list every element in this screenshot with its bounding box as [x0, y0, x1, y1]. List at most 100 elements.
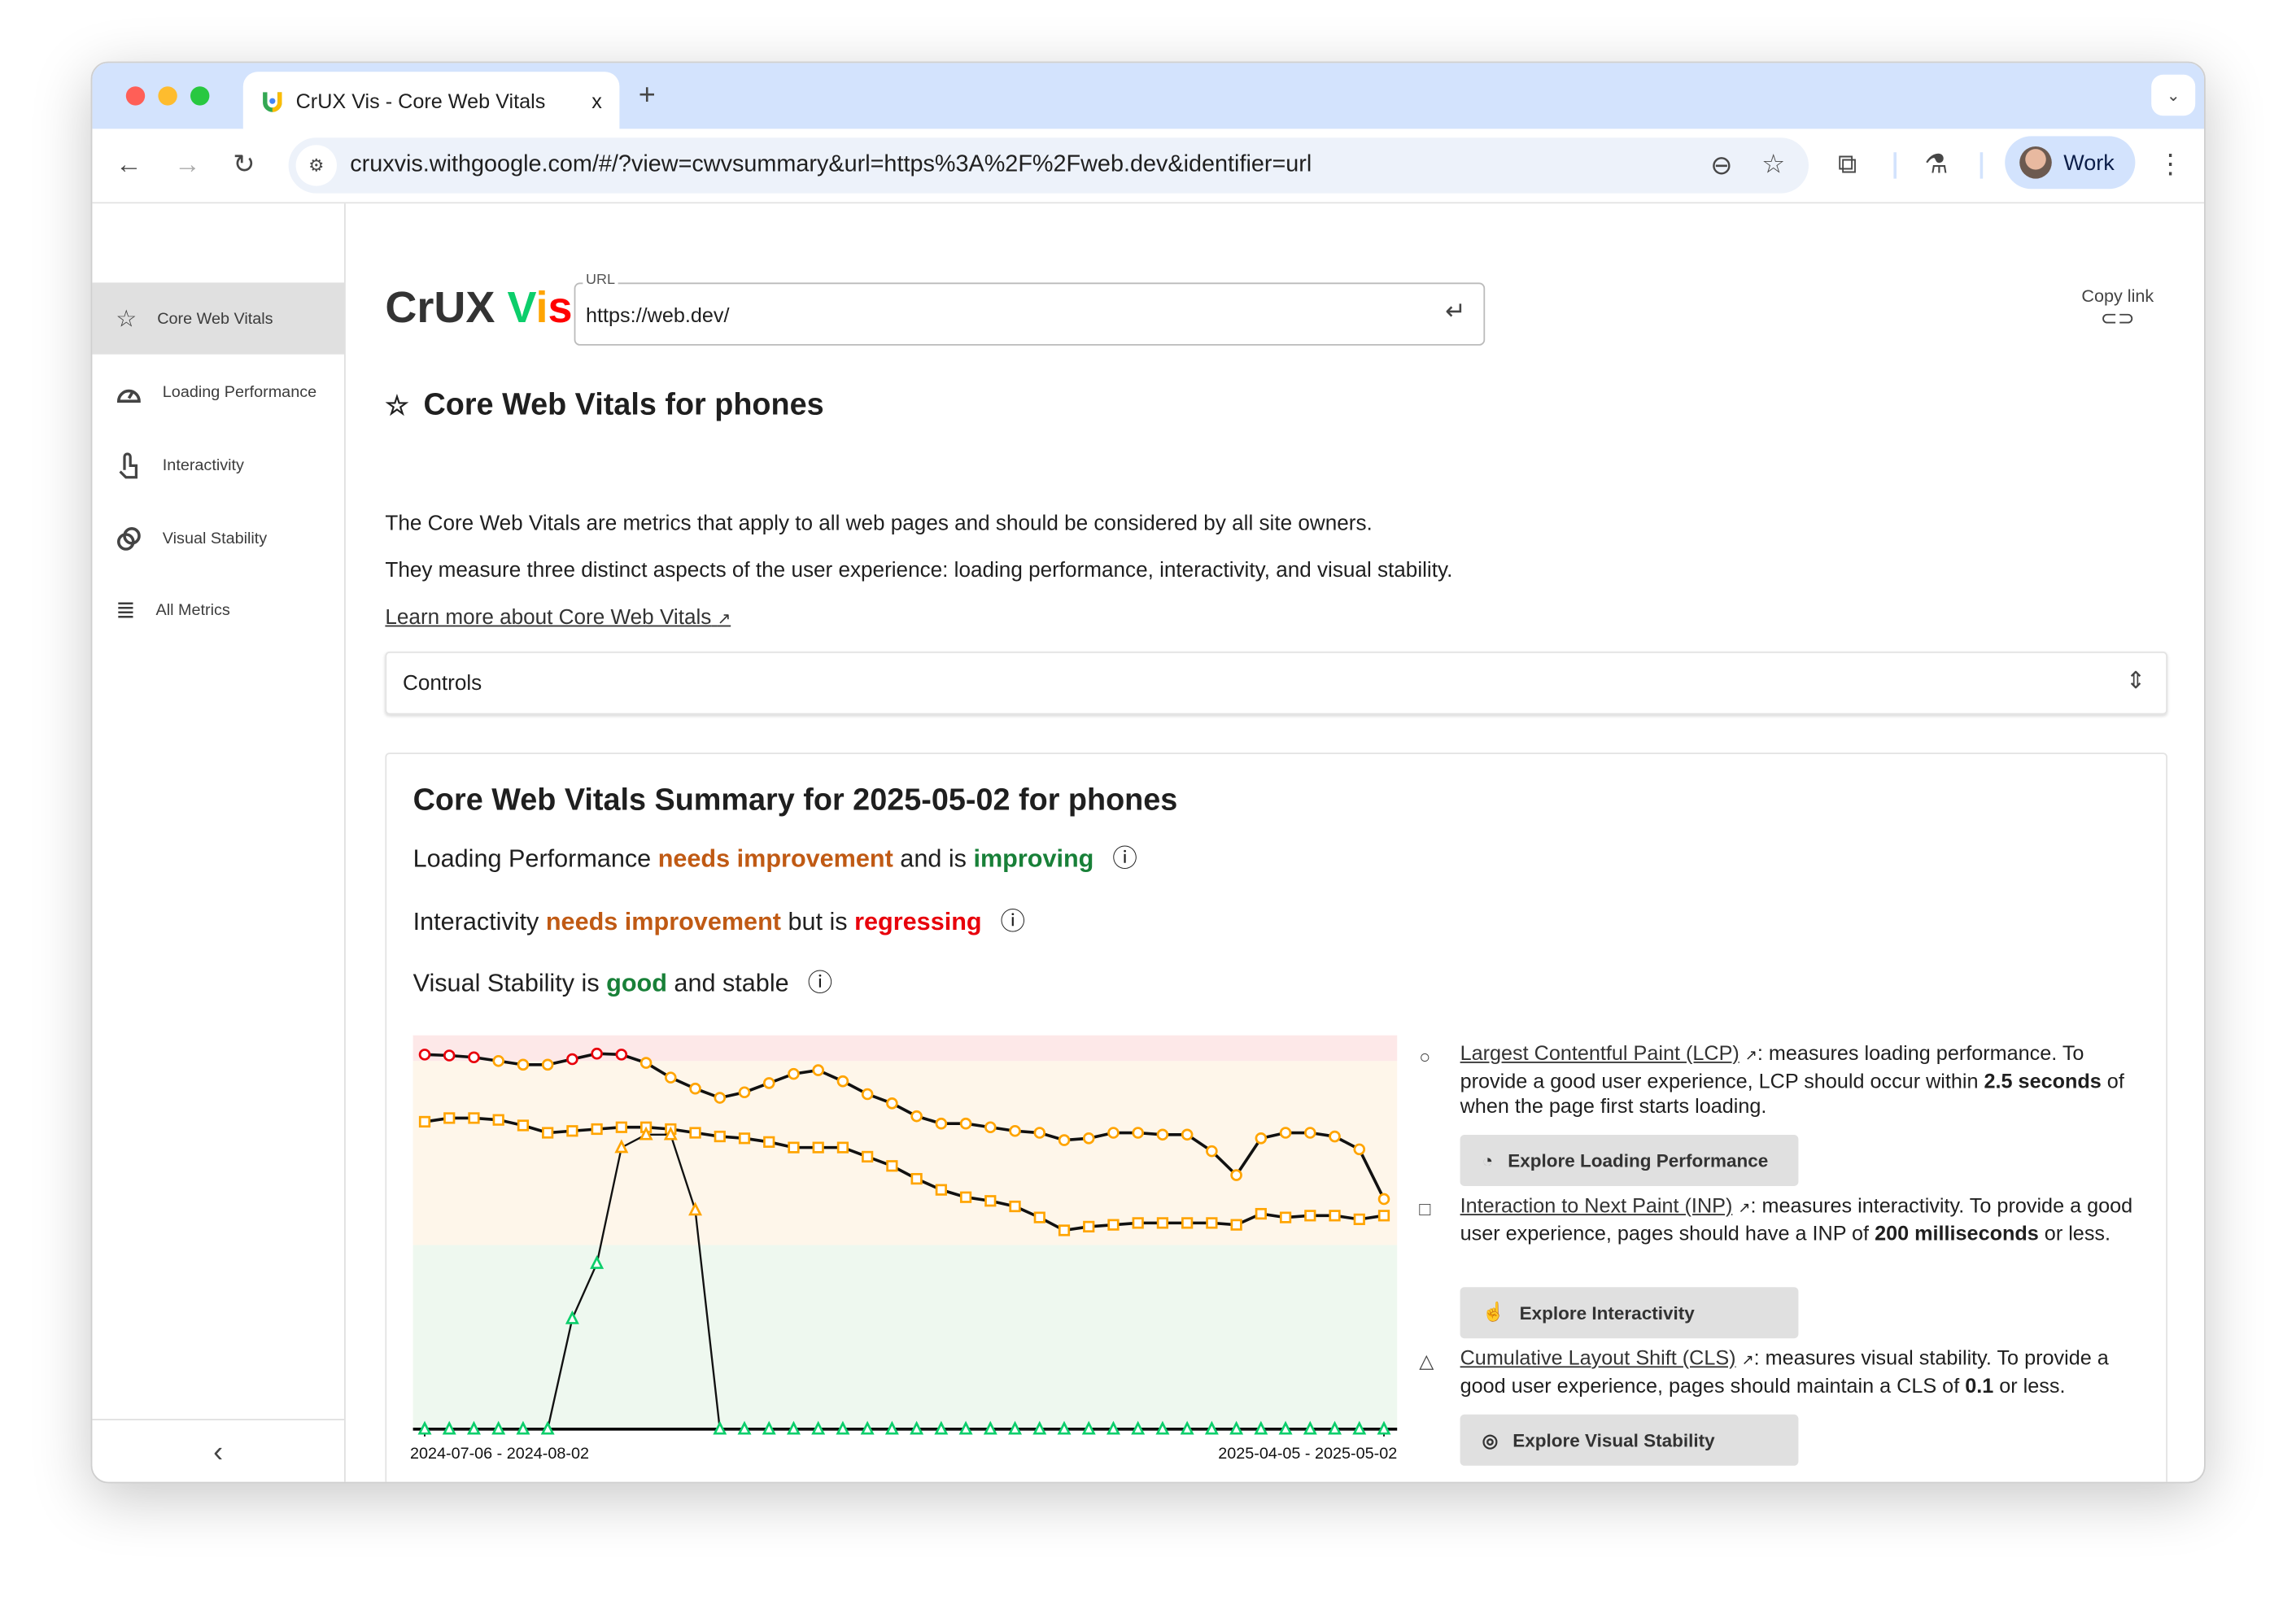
sidebar-item-loading-performance[interactable]: Loading Performance — [92, 355, 344, 427]
cls-point — [1032, 1420, 1047, 1435]
inp-point — [1107, 1219, 1120, 1231]
minimize-window-button[interactable] — [158, 86, 177, 106]
browser-window: CrUX Vis - Core Web Vitals x + ⌄ ← → ↻ ⚙… — [90, 61, 2206, 1484]
cls-point — [860, 1420, 875, 1435]
sidebar-item-core-web-vitals[interactable]: ☆ Core Web Vitals — [92, 282, 344, 355]
inp-link[interactable]: Interaction to Next Paint (INP) — [1460, 1193, 1733, 1217]
lcp-point — [1353, 1143, 1366, 1156]
explore-loading-performance-button[interactable]: ◔ Explore Loading Performance — [1460, 1135, 1799, 1186]
lcp-point — [935, 1117, 948, 1130]
inp-point — [418, 1115, 431, 1128]
link-icon: ⊂⊃ — [2100, 306, 2135, 329]
inp-point — [1304, 1210, 1316, 1222]
maximize-window-button[interactable] — [190, 86, 210, 106]
cls-point — [836, 1420, 850, 1435]
x-tick-label-end: 2025-04-05 - 2025-05-02 — [1218, 1445, 1397, 1463]
lcp-point — [517, 1058, 530, 1071]
sidebar-item-interactivity[interactable]: Interactivity — [92, 429, 344, 500]
lcp-point — [492, 1054, 504, 1067]
lcp-point — [959, 1117, 972, 1130]
chart-legend: ○ Largest Contentful Paint (LCP) ↗: measu… — [1419, 1036, 2151, 1475]
explore-visual-stability-button[interactable]: ◎ Explore Visual Stability — [1460, 1414, 1799, 1466]
cls-point — [811, 1420, 826, 1435]
inp-point — [836, 1141, 849, 1154]
inp-point — [566, 1125, 578, 1137]
url-field-label: URL — [583, 272, 618, 289]
info-icon[interactable]: ⓘ — [1112, 844, 1137, 873]
learn-more-link[interactable]: Learn more about Core Web Vitals ↗ — [385, 606, 731, 630]
sidebar-item-all-metrics[interactable]: ≣ All Metrics — [92, 574, 344, 646]
explore-interactivity-button[interactable]: ☝ Explore Interactivity — [1460, 1287, 1799, 1339]
lcp-point — [566, 1053, 578, 1066]
external-link-icon: ↗ — [1744, 1048, 1757, 1065]
profile-label: Work — [2063, 150, 2115, 176]
more-menu-icon[interactable]: ⋮ — [2157, 149, 2184, 179]
lcp-point — [910, 1110, 923, 1123]
labs-flask-icon[interactable]: ⚗ — [1924, 149, 1949, 179]
controls-panel[interactable]: Controls ⇕ — [385, 652, 2168, 715]
site-settings-icon[interactable]: ⚙ — [295, 145, 337, 186]
lcp-point — [1082, 1132, 1095, 1145]
inp-point — [1132, 1217, 1144, 1229]
url-input[interactable]: https://web.dev/ — [586, 303, 730, 327]
collapse-sidebar-button[interactable]: ‹ — [92, 1419, 344, 1481]
summary-loading: Loading Performance needs improvement an… — [412, 844, 1137, 873]
back-arrow-icon[interactable]: ← — [116, 149, 142, 179]
info-icon[interactable]: ⓘ — [1000, 908, 1026, 936]
lcp-point — [714, 1092, 727, 1104]
sidebar-item-visual-stability[interactable]: Visual Stability — [92, 502, 344, 574]
inp-point — [714, 1130, 726, 1143]
inp-point — [788, 1141, 800, 1154]
address-bar[interactable]: ⚙ cruxvis.withgoogle.com/#/?view=cwvsumm… — [288, 137, 1809, 194]
triangle-marker-icon: △ — [1419, 1350, 1434, 1372]
inp-point — [1033, 1211, 1045, 1223]
info-icon[interactable]: ⓘ — [807, 969, 833, 997]
series-line-square — [424, 1116, 1385, 1232]
forward-arrow-icon[interactable]: → — [174, 149, 201, 179]
cls-point — [1204, 1420, 1219, 1435]
inp-point — [959, 1191, 972, 1203]
zoom-out-icon[interactable]: ⊖ — [1710, 150, 1733, 181]
cls-point — [1057, 1420, 1072, 1435]
cls-point — [934, 1420, 949, 1435]
lcp-point — [886, 1097, 898, 1110]
new-tab-button[interactable]: + — [638, 79, 656, 111]
inp-point — [1058, 1224, 1071, 1236]
inp-point — [689, 1127, 701, 1139]
cls-point — [1131, 1420, 1146, 1435]
toolbar: ← → ↻ ⚙ cruxvis.withgoogle.com/#/?view=c… — [92, 129, 2204, 204]
copy-link-button[interactable]: Copy link ⊂⊃ — [2074, 286, 2162, 331]
list-icon: ≣ — [116, 598, 136, 623]
tab-title: CrUX Vis - Core Web Vitals — [295, 89, 546, 113]
band-good — [412, 1245, 1398, 1429]
inp-point — [763, 1136, 775, 1148]
expand-chevron-icon[interactable]: ⇕ — [2125, 669, 2145, 695]
cls-point — [614, 1139, 629, 1154]
url-field[interactable]: URL https://web.dev/ ↵ — [574, 272, 1486, 346]
star-icon: ☆ — [385, 390, 409, 420]
crux-vis-logo: CrUX Vis — [385, 284, 573, 333]
lcp-point — [861, 1088, 874, 1101]
inp-point — [910, 1172, 923, 1185]
extensions-puzzle-icon[interactable]: ⧉ — [1838, 149, 1857, 179]
cls-point — [713, 1420, 727, 1435]
tab-close-icon[interactable]: x — [591, 89, 602, 113]
intro-paragraph-2: They measure three distinct aspects of t… — [385, 559, 1453, 583]
cls-link[interactable]: Cumulative Layout Shift (CLS) — [1460, 1345, 1736, 1369]
address-url[interactable]: cruxvis.withgoogle.com/#/?view=cwvsummar… — [350, 152, 1312, 177]
lcp-point — [1279, 1127, 1292, 1139]
bookmark-star-icon[interactable]: ☆ — [1761, 149, 1786, 179]
touch-icon: ☝ — [1482, 1302, 1505, 1323]
cwv-trend-chart: 2024-07-06 - 2024-08-02 2025-04-05 - 2025… — [410, 1035, 1398, 1463]
legend-inp: □ Interaction to Next Paint (INP) ↗: meas… — [1419, 1193, 2133, 1245]
tab-search-chevron-icon[interactable]: ⌄ — [2151, 74, 2196, 116]
lcp-point — [1377, 1193, 1390, 1206]
lcp-point — [1033, 1127, 1046, 1139]
inp-point — [443, 1112, 456, 1124]
tab-crux-vis[interactable]: CrUX Vis - Core Web Vitals x — [242, 72, 620, 131]
lcp-link[interactable]: Largest Contentful Paint (LCP) — [1460, 1040, 1739, 1065]
profile-button[interactable]: Work — [2005, 136, 2136, 190]
close-window-button[interactable] — [125, 86, 146, 106]
enter-return-icon[interactable]: ↵ — [1445, 297, 1466, 325]
reload-icon[interactable]: ↻ — [233, 149, 255, 179]
